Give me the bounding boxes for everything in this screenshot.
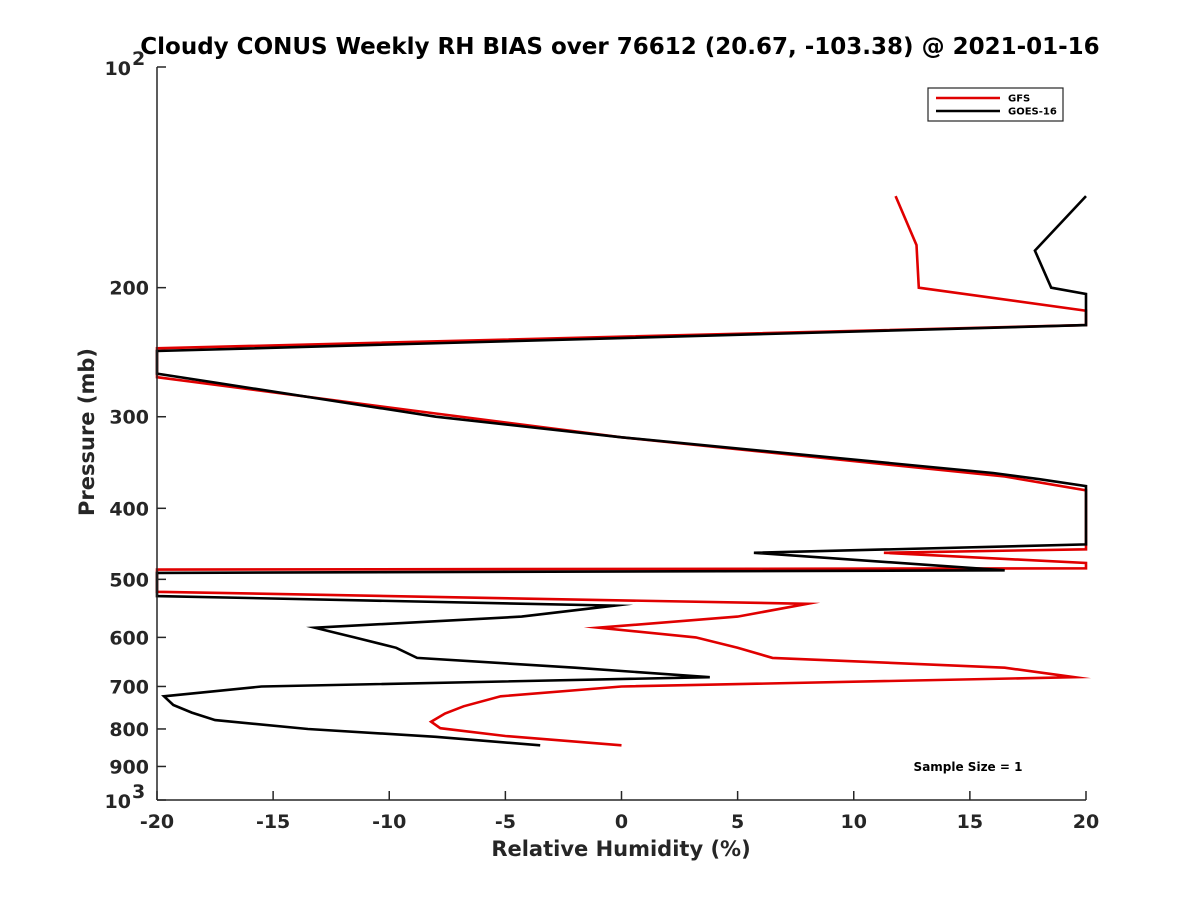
y-tick-label: 10 — [105, 58, 131, 80]
y-tick-label: 800 — [109, 719, 149, 741]
y-tick-label: 700 — [109, 676, 149, 698]
y-tick-exponent: 2 — [132, 48, 145, 70]
x-tick-label: -15 — [256, 811, 290, 833]
x-tick-label: -5 — [495, 811, 516, 833]
y-tick-label: 200 — [109, 278, 149, 300]
y-axis-title: Pressure (mb) — [75, 348, 99, 516]
legend-box — [927, 87, 1064, 122]
y-tick-exponent: 3 — [132, 781, 145, 803]
x-tick-label: -20 — [140, 811, 174, 833]
y-tick-label: 600 — [109, 627, 149, 649]
x-tick-label: 15 — [957, 811, 983, 833]
x-tick-label: 0 — [615, 811, 628, 833]
y-tick-label: 900 — [109, 756, 149, 778]
x-axis-title: Relative Humidity (%) — [491, 837, 750, 861]
y-tick-label: 300 — [109, 407, 149, 429]
legend-label: GOES-16 — [1008, 107, 1057, 118]
legend-label: GFS — [1008, 94, 1030, 105]
x-tick-label: -10 — [372, 811, 406, 833]
y-tick-label: 500 — [109, 569, 149, 591]
y-tick-label: 10 — [105, 791, 131, 813]
x-tick-label: 20 — [1073, 811, 1099, 833]
x-tick-label: 5 — [731, 811, 744, 833]
y-tick-label: 400 — [109, 498, 149, 520]
x-tick-label: 10 — [841, 811, 867, 833]
chart-title: Cloudy CONUS Weekly RH BIAS over 76612 (… — [140, 34, 1099, 60]
legend: GFS GOES-16 — [927, 87, 1064, 122]
series-line-gfs — [155, 195, 1092, 747]
sample-size-annotation: Sample Size = 1 — [914, 760, 1023, 774]
series-layer — [155, 195, 1092, 747]
